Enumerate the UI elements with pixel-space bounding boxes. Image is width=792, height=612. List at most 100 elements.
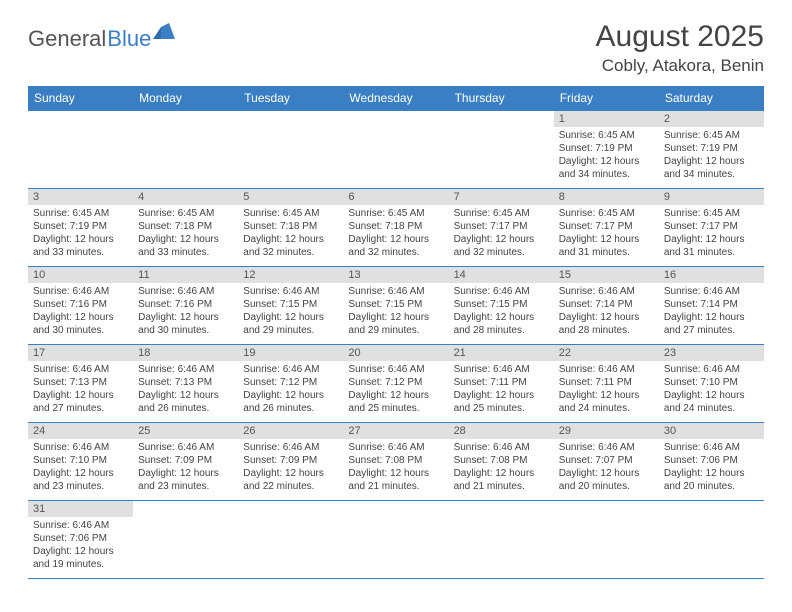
- day-number: [659, 501, 764, 505]
- daylight-text: Daylight: 12 hours and 34 minutes.: [559, 155, 654, 181]
- sunrise-text: Sunrise: 6:46 AM: [33, 363, 128, 376]
- sunrise-text: Sunrise: 6:45 AM: [33, 207, 128, 220]
- calendar-day-cell: 31Sunrise: 6:46 AMSunset: 7:06 PMDayligh…: [28, 501, 133, 579]
- day-content: Sunrise: 6:45 AMSunset: 7:18 PMDaylight:…: [133, 205, 238, 263]
- calendar-day-cell: [343, 111, 448, 189]
- sunrise-text: Sunrise: 6:45 AM: [138, 207, 233, 220]
- daylight-text: Daylight: 12 hours and 25 minutes.: [348, 389, 443, 415]
- day-number: 22: [554, 345, 659, 361]
- calendar-week-row: 3Sunrise: 6:45 AMSunset: 7:19 PMDaylight…: [28, 189, 764, 267]
- sunrise-text: Sunrise: 6:45 AM: [559, 129, 654, 142]
- calendar-day-cell: 13Sunrise: 6:46 AMSunset: 7:15 PMDayligh…: [343, 267, 448, 345]
- day-content: Sunrise: 6:46 AMSunset: 7:12 PMDaylight:…: [343, 361, 448, 419]
- weekday-header-row: Sunday Monday Tuesday Wednesday Thursday…: [28, 86, 764, 111]
- calendar-day-cell: 22 Sunrise: 6:46 AMSunset: 7:11 PMDayligh…: [554, 345, 659, 423]
- month-title: August 2025: [596, 20, 764, 54]
- day-content: Sunrise: 6:46 AMSunset: 7:08 PMDaylight:…: [449, 439, 554, 497]
- day-number: 13: [343, 267, 448, 283]
- day-content: Sunrise: 6:46 AMSunset: 7:13 PMDaylight:…: [28, 361, 133, 419]
- sunset-text: Sunset: 7:09 PM: [138, 454, 233, 467]
- sunrise-text: Sunrise: 6:45 AM: [454, 207, 549, 220]
- calendar-day-cell: [659, 501, 764, 579]
- weekday-header: Sunday: [28, 86, 133, 111]
- day-content: Sunrise: 6:46 AMSunset: 7:13 PMDaylight:…: [133, 361, 238, 419]
- daylight-text: Daylight: 12 hours and 28 minutes.: [559, 311, 654, 337]
- day-content: Sunrise: 6:45 AMSunset: 7:17 PMDaylight:…: [659, 205, 764, 263]
- sunset-text: Sunset: 7:12 PM: [243, 376, 338, 389]
- daylight-text: Daylight: 12 hours and 27 minutes.: [664, 311, 759, 337]
- sunset-text: Sunset: 7:08 PM: [348, 454, 443, 467]
- sunrise-text: Sunrise: 6:46 AM: [243, 441, 338, 454]
- sunrise-text: Sunrise: 6:46 AM: [33, 519, 128, 532]
- sunset-text: Sunset: 7:06 PM: [33, 532, 128, 545]
- sunset-text: Sunset: 7:14 PM: [559, 298, 654, 311]
- sunset-text: Sunset: 7:11 PM: [559, 376, 654, 389]
- calendar-day-cell: 27Sunrise: 6:46 AMSunset: 7:08 PMDayligh…: [343, 423, 448, 501]
- sunrise-text: Sunrise: 6:46 AM: [664, 285, 759, 298]
- day-content: Sunrise: 6:45 AMSunset: 7:18 PMDaylight:…: [343, 205, 448, 263]
- sunrise-text: Sunrise: 6:46 AM: [33, 441, 128, 454]
- calendar-day-cell: 12Sunrise: 6:46 AMSunset: 7:15 PMDayligh…: [238, 267, 343, 345]
- day-number: 23: [659, 345, 764, 361]
- daylight-text: Daylight: 12 hours and 29 minutes.: [243, 311, 338, 337]
- day-content: Sunrise: 6:46 AMSunset: 7:12 PMDaylight:…: [238, 361, 343, 419]
- sunset-text: Sunset: 7:15 PM: [454, 298, 549, 311]
- calendar-day-cell: 28Sunrise: 6:46 AMSunset: 7:08 PMDayligh…: [449, 423, 554, 501]
- day-content: Sunrise: 6:46 AMSunset: 7:06 PMDaylight:…: [659, 439, 764, 497]
- sunset-text: Sunset: 7:16 PM: [33, 298, 128, 311]
- daylight-text: Daylight: 12 hours and 20 minutes.: [559, 467, 654, 493]
- day-content: Sunrise: 6:46 AMSunset: 7:08 PMDaylight:…: [343, 439, 448, 497]
- calendar-day-cell: 7Sunrise: 6:45 AMSunset: 7:17 PMDaylight…: [449, 189, 554, 267]
- day-number: [133, 111, 238, 115]
- sunrise-text: Sunrise: 6:45 AM: [664, 207, 759, 220]
- daylight-text: Daylight: 12 hours and 34 minutes.: [664, 155, 759, 181]
- sunrise-text: Sunrise: 6:46 AM: [138, 285, 233, 298]
- day-number: 21: [449, 345, 554, 361]
- day-number: 14: [449, 267, 554, 283]
- sunrise-text: Sunrise: 6:46 AM: [559, 285, 654, 298]
- day-content: Sunrise: 6:46 AMSunset: 7:15 PMDaylight:…: [449, 283, 554, 341]
- daylight-text: Daylight: 12 hours and 23 minutes.: [138, 467, 233, 493]
- sunrise-text: Sunrise: 6:46 AM: [559, 363, 654, 376]
- calendar-day-cell: 26Sunrise: 6:46 AMSunset: 7:09 PMDayligh…: [238, 423, 343, 501]
- day-number: 12: [238, 267, 343, 283]
- day-number: [449, 111, 554, 115]
- daylight-text: Daylight: 12 hours and 28 minutes.: [454, 311, 549, 337]
- calendar-day-cell: 25Sunrise: 6:46 AMSunset: 7:09 PMDayligh…: [133, 423, 238, 501]
- day-content: Sunrise: 6:46 AMSunset: 7:06 PMDaylight:…: [28, 517, 133, 575]
- title-block: August 2025 Cobly, Atakora, Benin: [596, 20, 764, 76]
- calendar-day-cell: [449, 111, 554, 189]
- calendar-day-cell: 18Sunrise: 6:46 AMSunset: 7:13 PMDayligh…: [133, 345, 238, 423]
- calendar-week-row: 31Sunrise: 6:46 AMSunset: 7:06 PMDayligh…: [28, 501, 764, 579]
- header: General Blue August 2025 Cobly, Atakora,…: [28, 20, 764, 76]
- day-content: Sunrise: 6:45 AMSunset: 7:18 PMDaylight:…: [238, 205, 343, 263]
- sunrise-text: Sunrise: 6:45 AM: [559, 207, 654, 220]
- calendar-day-cell: 15Sunrise: 6:46 AMSunset: 7:14 PMDayligh…: [554, 267, 659, 345]
- sunrise-text: Sunrise: 6:46 AM: [348, 285, 443, 298]
- sunrise-text: Sunrise: 6:46 AM: [33, 285, 128, 298]
- day-content: Sunrise: 6:46 AMSunset: 7:14 PMDaylight:…: [554, 283, 659, 341]
- day-number: 7: [449, 189, 554, 205]
- daylight-text: Daylight: 12 hours and 19 minutes.: [33, 545, 128, 571]
- calendar-day-cell: 29Sunrise: 6:46 AMSunset: 7:07 PMDayligh…: [554, 423, 659, 501]
- daylight-text: Daylight: 12 hours and 30 minutes.: [138, 311, 233, 337]
- calendar-day-cell: [238, 501, 343, 579]
- day-content: Sunrise: 6:45 AMSunset: 7:17 PMDaylight:…: [554, 205, 659, 263]
- daylight-text: Daylight: 12 hours and 31 minutes.: [664, 233, 759, 259]
- day-number: [133, 501, 238, 505]
- weekday-header: Monday: [133, 86, 238, 111]
- day-content: Sunrise: 6:45 AMSunset: 7:19 PMDaylight:…: [659, 127, 764, 185]
- calendar-day-cell: 16Sunrise: 6:46 AMSunset: 7:14 PMDayligh…: [659, 267, 764, 345]
- logo-text-general: General: [28, 26, 106, 52]
- location: Cobly, Atakora, Benin: [596, 56, 764, 76]
- sunset-text: Sunset: 7:15 PM: [243, 298, 338, 311]
- sunset-text: Sunset: 7:13 PM: [33, 376, 128, 389]
- sunrise-text: Sunrise: 6:46 AM: [559, 441, 654, 454]
- flag-icon: [153, 23, 175, 39]
- sunrise-text: Sunrise: 6:46 AM: [138, 441, 233, 454]
- day-number: 20: [343, 345, 448, 361]
- weekday-header: Saturday: [659, 86, 764, 111]
- daylight-text: Daylight: 12 hours and 21 minutes.: [348, 467, 443, 493]
- day-content: Sunrise: 6:46 AMSunset: 7:14 PMDaylight:…: [659, 283, 764, 341]
- daylight-text: Daylight: 12 hours and 24 minutes.: [559, 389, 654, 415]
